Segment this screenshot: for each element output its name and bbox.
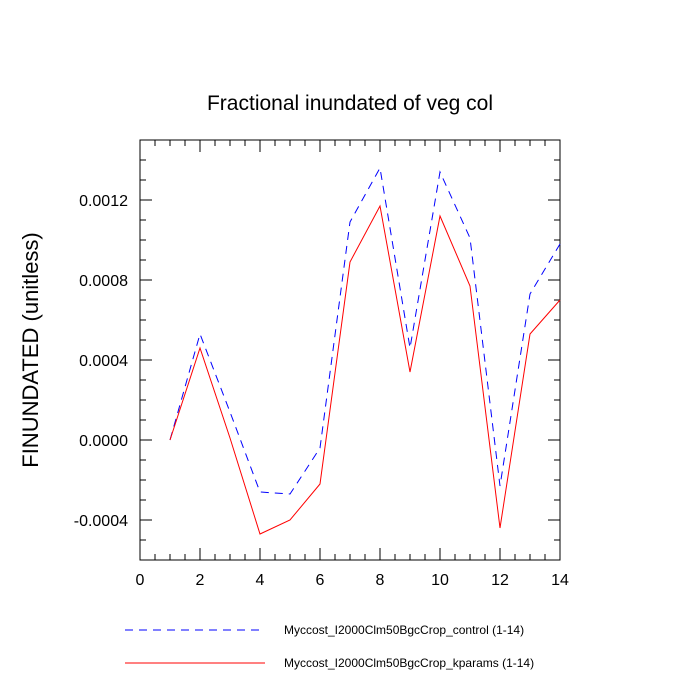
x-tick-label: 4	[256, 572, 265, 589]
x-tick-label: 14	[551, 572, 569, 589]
series-line-1	[169, 166, 561, 495]
x-tick-label: 2	[196, 572, 205, 589]
chart-title: Fractional inundated of veg col	[207, 92, 493, 115]
legend-label-2: Myccost_I2000Clm50BgcCrop_kparams (1-14)	[284, 656, 534, 670]
y-tick-label: 0.0012	[79, 193, 128, 210]
x-tick-label: 10	[431, 572, 449, 589]
x-tick-label: 12	[491, 572, 509, 589]
legend-label-1: Myccost_I2000Clm50BgcCrop_control (1-14)	[284, 623, 524, 637]
y-tick-label: 0.0004	[79, 353, 128, 370]
y-tick-label: 0.0008	[79, 273, 128, 290]
series-line-2	[169, 204, 561, 535]
y-axis-label: FINUNDATED (unitless)	[18, 232, 43, 468]
series-group	[169, 166, 561, 535]
axes-group: 0 2 4 6 8 10 12 14 -0.0004 0.0000 0.0004 0.0008 0.00…	[74, 139, 569, 589]
plot-frame	[139, 139, 561, 561]
x-tick-label: 6	[316, 572, 325, 589]
x-tick-label: 8	[376, 572, 385, 589]
y-tick-label: -0.0004	[74, 513, 128, 530]
legend: Myccost_I2000Clm50BgcCrop_control (1-14)…	[125, 623, 534, 670]
x-tick-label: 0	[136, 572, 145, 589]
y-tick-label: 0.0000	[79, 433, 128, 450]
